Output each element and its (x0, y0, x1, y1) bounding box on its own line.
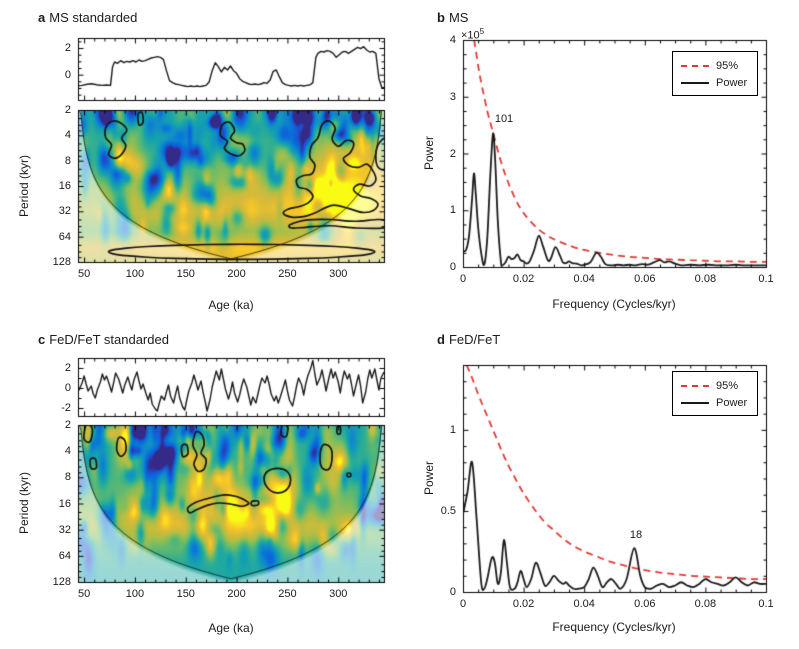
panel-b-title-text: MS (448, 10, 469, 25)
freq-tick-label: 0.06 (634, 273, 656, 285)
panel-a-xlabel: Age (ka) (208, 298, 254, 312)
y-tick-label: 2 (64, 42, 71, 54)
age-tick-label: 200 (227, 588, 246, 600)
age-tick-label: 250 (278, 588, 297, 600)
age-tick-label: 300 (329, 588, 348, 600)
age-tick-label: 250 (278, 268, 297, 280)
freq-tick-label: 0.08 (694, 598, 717, 610)
period-tick-label: 2 (64, 419, 71, 431)
panel-a-title-text: MS standarded (49, 10, 138, 25)
age-tick-label: 50 (77, 268, 91, 280)
period-tick-label: 32 (58, 523, 71, 536)
power-tick-label: 2 (449, 147, 456, 160)
freq-tick-label: 0.1 (758, 598, 774, 610)
solid-line-icon (681, 81, 709, 84)
age-tick-label: 300 (329, 268, 348, 280)
panel-b-xlabel: Frequency (Cycles/kyr) (552, 297, 676, 311)
power-tick-label: 0 (449, 261, 456, 273)
y-tick-label: 0 (64, 382, 71, 394)
period-tick-label: 128 (52, 256, 71, 268)
age-tick-label: 50 (77, 588, 91, 600)
freq-tick-label: 0.1 (758, 273, 774, 285)
age-tick-label: 100 (125, 268, 145, 280)
panel-d-ylabel: Power (422, 460, 436, 496)
panel-d-title-text: FeD/FeT (448, 332, 501, 347)
period-tick-label: 8 (64, 471, 71, 484)
panel-c-xlabel: Age (ka) (208, 621, 254, 635)
legend-entry-power: Power (681, 74, 757, 91)
power-tick-label: 1 (449, 204, 456, 217)
panel-d-peak-label: 18 (629, 529, 643, 541)
dashed-line-icon (681, 64, 709, 67)
age-tick-label: 150 (176, 268, 195, 280)
period-tick-label: 64 (58, 549, 71, 562)
period-tick-label: 2 (64, 104, 71, 116)
panel-d-letter: d (437, 332, 445, 347)
freq-tick-label: 0.04 (573, 273, 595, 285)
panel-c-title-text: FeD/FeT standarded (49, 332, 169, 347)
freq-tick-label: 0.08 (694, 273, 717, 285)
panel-b-letter: b (437, 10, 445, 25)
freq-tick-label: 0 (459, 598, 467, 610)
period-tick-label: 64 (58, 230, 71, 243)
solid-line-icon (681, 401, 709, 404)
panel-a-ylabel: Period (kyr) (17, 154, 31, 218)
age-tick-label: 200 (227, 268, 246, 280)
panel-b-ylabel: Power (422, 135, 436, 171)
panel-c-title: c FeD/FeT standarded (38, 332, 169, 347)
power-tick-label: 4 (449, 34, 456, 46)
period-tick-label: 32 (58, 205, 71, 218)
panel-c-ylabel: Period (kyr) (17, 471, 31, 535)
dashed-line-icon (681, 384, 709, 387)
age-tick-label: 100 (125, 588, 145, 600)
panel-b-exponent-label: ×105 (461, 27, 485, 42)
panel-b-legend: 95% Power (672, 51, 758, 96)
power-tick-label: 0.5 (440, 504, 456, 517)
panel-b-peak-label: 101 (494, 113, 514, 125)
period-tick-label: 8 (64, 154, 71, 167)
y-tick-label: -2 (61, 402, 71, 414)
y-tick-label: 2 (64, 362, 71, 374)
freq-tick-label: 0 (459, 273, 467, 285)
panel-c-letter: c (38, 332, 46, 347)
freq-tick-label: 0.02 (512, 598, 535, 610)
period-tick-label: 16 (58, 180, 71, 192)
panel-d-title: d FeD/FeT (437, 332, 500, 347)
period-tick-label: 4 (64, 445, 71, 458)
panel-a-title: a MS standarded (38, 10, 137, 25)
panel-d-legend: 95% Power (672, 371, 758, 416)
age-tick-label: 150 (176, 588, 195, 600)
power-tick-label: 3 (449, 90, 456, 103)
panel-b-title: b MS (437, 10, 468, 25)
freq-tick-label: 0.06 (634, 598, 656, 610)
freq-tick-label: 0.02 (512, 273, 535, 285)
legend-entry-power: Power (681, 394, 757, 411)
period-tick-label: 16 (58, 497, 71, 510)
period-tick-label: 4 (64, 129, 71, 142)
legend-entry-95: 95% (681, 57, 757, 74)
freq-tick-label: 0.04 (573, 598, 595, 610)
power-tick-label: 1 (449, 423, 456, 436)
legend-entry-95: 95% (681, 377, 757, 394)
period-tick-label: 128 (52, 576, 71, 588)
power-tick-label: 0 (449, 586, 456, 598)
y-tick-label: 0 (64, 68, 71, 81)
panel-a-letter: a (38, 10, 46, 25)
panel-d-xlabel: Frequency (Cycles/kyr) (552, 620, 676, 634)
